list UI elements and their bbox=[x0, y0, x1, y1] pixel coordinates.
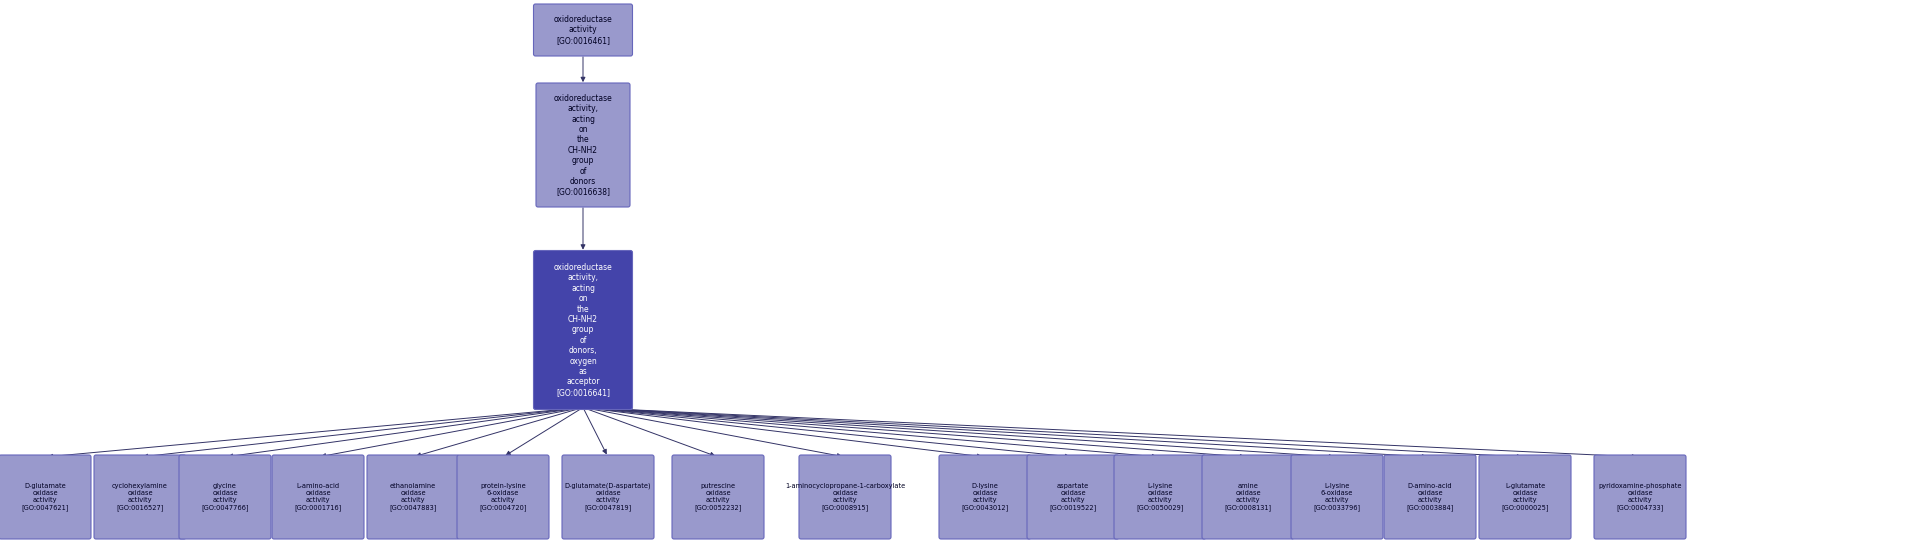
FancyBboxPatch shape bbox=[561, 455, 655, 539]
FancyBboxPatch shape bbox=[1202, 455, 1294, 539]
Text: L-amino-acid
oxidase
activity
[GO:0001716]: L-amino-acid oxidase activity [GO:000171… bbox=[295, 483, 341, 511]
Text: protein-lysine
6-oxidase
activity
[GO:0004720]: protein-lysine 6-oxidase activity [GO:00… bbox=[478, 483, 526, 511]
FancyBboxPatch shape bbox=[672, 455, 764, 539]
FancyBboxPatch shape bbox=[536, 83, 630, 207]
Text: oxidoreductase
activity,
acting
on
the
CH-NH2
group
of
donors,
oxygen
as
accepto: oxidoreductase activity, acting on the C… bbox=[553, 263, 612, 397]
FancyBboxPatch shape bbox=[178, 455, 272, 539]
FancyBboxPatch shape bbox=[798, 455, 890, 539]
FancyBboxPatch shape bbox=[367, 455, 459, 539]
FancyBboxPatch shape bbox=[1592, 455, 1684, 539]
Text: L-glutamate
oxidase
activity
[GO:0000025]: L-glutamate oxidase activity [GO:0000025… bbox=[1501, 483, 1548, 511]
Text: pyridoxamine-phosphate
oxidase
activity
[GO:0004733]: pyridoxamine-phosphate oxidase activity … bbox=[1598, 483, 1680, 511]
FancyBboxPatch shape bbox=[1384, 455, 1476, 539]
FancyBboxPatch shape bbox=[1290, 455, 1382, 539]
FancyBboxPatch shape bbox=[1026, 455, 1118, 539]
FancyBboxPatch shape bbox=[1478, 455, 1569, 539]
Text: aspartate
oxidase
activity
[GO:0019522]: aspartate oxidase activity [GO:0019522] bbox=[1049, 483, 1097, 511]
FancyBboxPatch shape bbox=[534, 4, 632, 56]
FancyBboxPatch shape bbox=[457, 455, 549, 539]
FancyBboxPatch shape bbox=[534, 251, 632, 410]
Text: L-lysine
6-oxidase
activity
[GO:0033796]: L-lysine 6-oxidase activity [GO:0033796] bbox=[1313, 483, 1359, 511]
Text: D-lysine
oxidase
activity
[GO:0043012]: D-lysine oxidase activity [GO:0043012] bbox=[961, 483, 1009, 511]
FancyBboxPatch shape bbox=[0, 455, 92, 539]
Text: ethanolamine
oxidase
activity
[GO:0047883]: ethanolamine oxidase activity [GO:004788… bbox=[389, 483, 436, 511]
Text: putrescine
oxidase
activity
[GO:0052232]: putrescine oxidase activity [GO:0052232] bbox=[695, 483, 741, 511]
Text: oxidoreductase
activity,
acting
on
the
CH-NH2
group
of
donors
[GO:0016638]: oxidoreductase activity, acting on the C… bbox=[553, 94, 612, 196]
Text: D-glutamate(D-aspartate)
oxidase
activity
[GO:0047819]: D-glutamate(D-aspartate) oxidase activit… bbox=[565, 483, 651, 511]
Text: D-glutamate
oxidase
activity
[GO:0047621]: D-glutamate oxidase activity [GO:0047621… bbox=[21, 483, 69, 511]
Text: glycine
oxidase
activity
[GO:0047766]: glycine oxidase activity [GO:0047766] bbox=[201, 483, 249, 511]
Text: amine
oxidase
activity
[GO:0008131]: amine oxidase activity [GO:0008131] bbox=[1223, 483, 1271, 511]
FancyBboxPatch shape bbox=[94, 455, 186, 539]
FancyBboxPatch shape bbox=[272, 455, 364, 539]
Text: cyclohexylamine
oxidase
activity
[GO:0016527]: cyclohexylamine oxidase activity [GO:001… bbox=[113, 483, 168, 511]
Text: 1-aminocyclopropane-1-carboxylate
oxidase
activity
[GO:0008915]: 1-aminocyclopropane-1-carboxylate oxidas… bbox=[785, 483, 905, 511]
FancyBboxPatch shape bbox=[1114, 455, 1206, 539]
Text: oxidoreductase
activity
[GO:0016461]: oxidoreductase activity [GO:0016461] bbox=[553, 15, 612, 45]
FancyBboxPatch shape bbox=[938, 455, 1030, 539]
Text: D-amino-acid
oxidase
activity
[GO:0003884]: D-amino-acid oxidase activity [GO:000388… bbox=[1405, 483, 1453, 511]
Text: L-lysine
oxidase
activity
[GO:0050029]: L-lysine oxidase activity [GO:0050029] bbox=[1135, 483, 1183, 511]
